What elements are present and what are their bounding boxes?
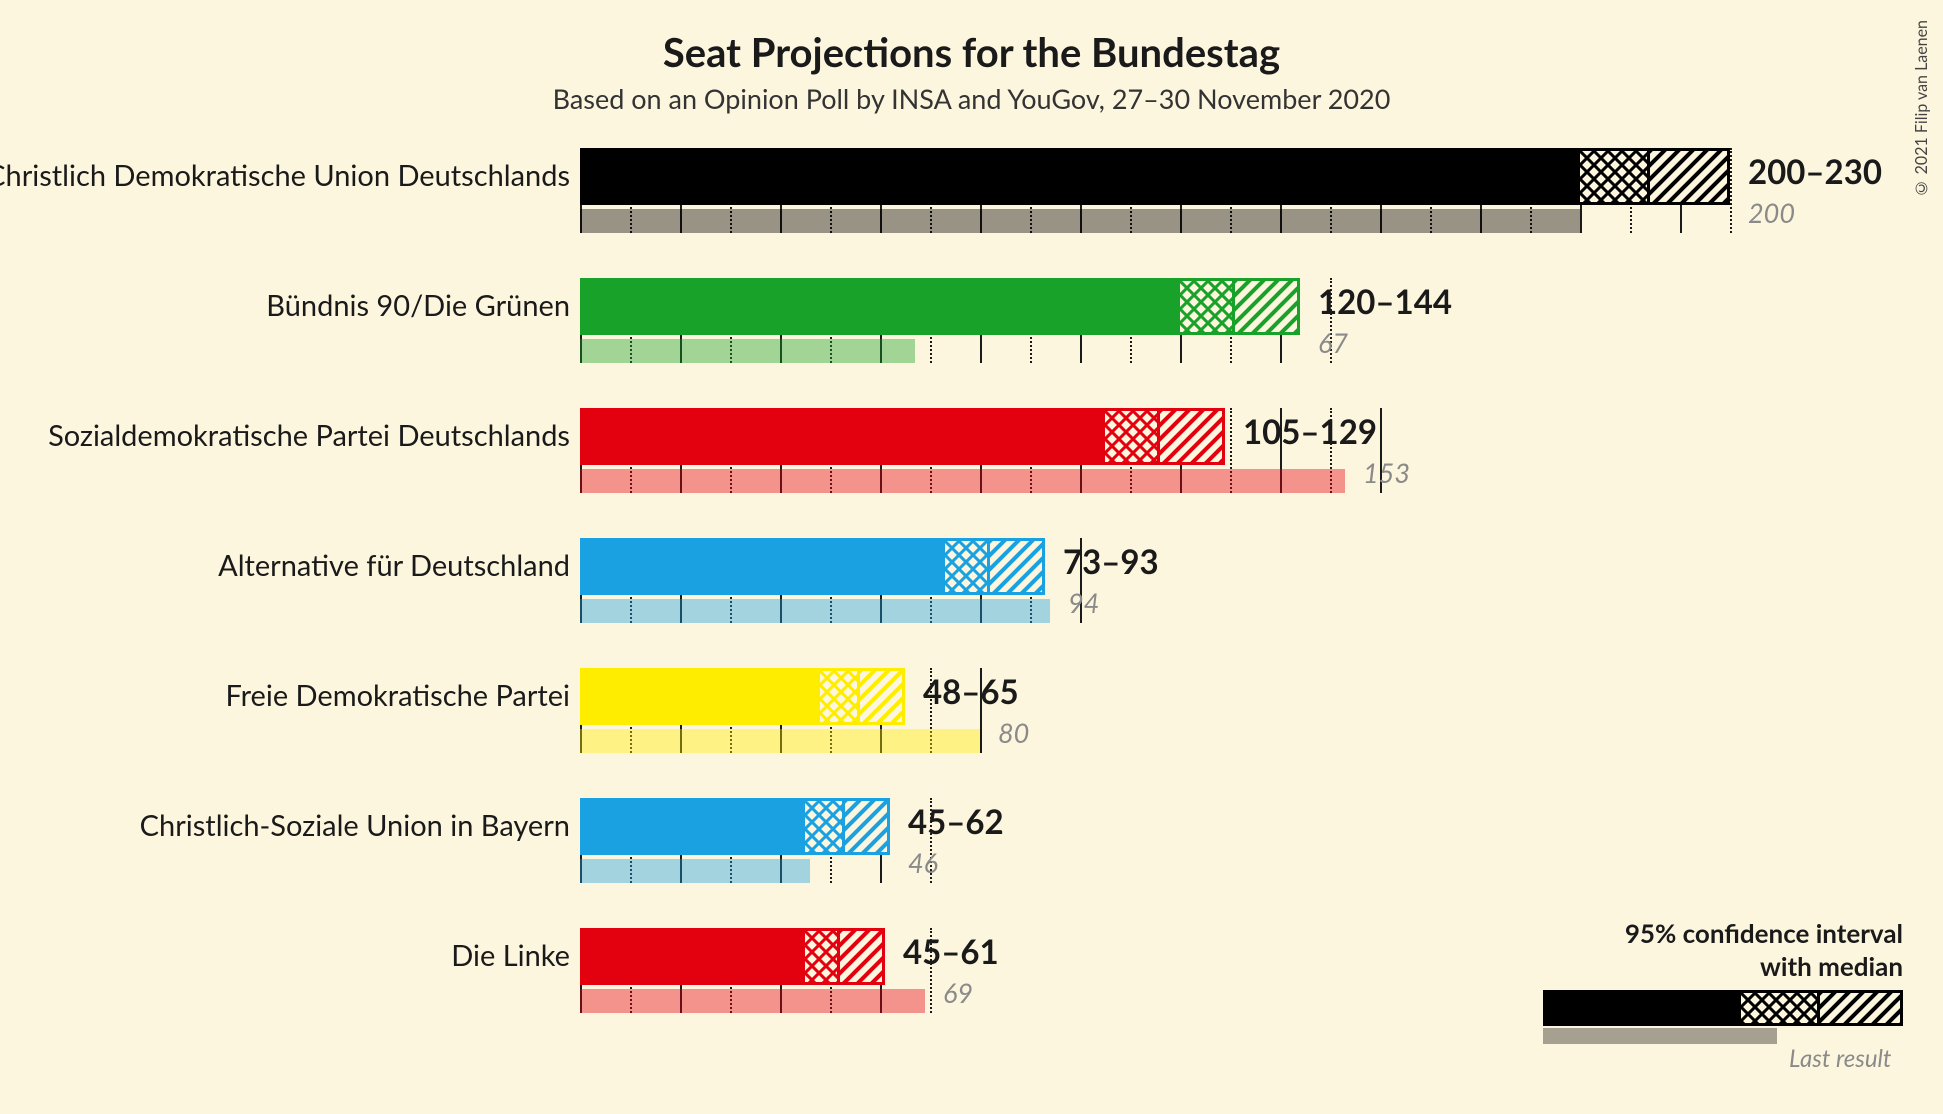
range-label: 73–93 bbox=[1063, 542, 1159, 582]
range-label: 105–129 bbox=[1243, 412, 1377, 452]
bar-diagonal-hatch bbox=[845, 798, 890, 855]
bar-diagonal-hatch bbox=[1650, 148, 1730, 205]
last-result-label: 94 bbox=[1068, 586, 1099, 619]
last-result-label: 200 bbox=[1748, 196, 1795, 229]
party-name: Freie Demokratische Partei bbox=[225, 678, 570, 713]
chart-title: Seat Projections for the Bundestag bbox=[0, 0, 1943, 76]
bar-cross-hatch bbox=[805, 928, 840, 985]
legend-title: 95% confidence interval with median bbox=[1483, 917, 1903, 982]
bar-solid bbox=[580, 148, 1580, 205]
party-name: Die Linke bbox=[451, 938, 570, 973]
bar-last-result bbox=[580, 339, 915, 363]
bar-diagonal-hatch bbox=[840, 928, 885, 985]
bar-diagonal-hatch bbox=[990, 538, 1045, 595]
bar-cross-hatch bbox=[945, 538, 990, 595]
party-row: Alternative für Deutschland 73–93 94 bbox=[60, 530, 1880, 640]
party-row: Christlich-Soziale Union in Bayern45–624… bbox=[60, 790, 1880, 900]
last-result-label: 67 bbox=[1318, 326, 1348, 359]
range-label: 48–65 bbox=[923, 672, 1019, 712]
chart-area: Christlich Demokratische Union Deutschla… bbox=[60, 140, 1880, 1050]
bar-cross-hatch bbox=[1580, 148, 1650, 205]
last-result-label: 46 bbox=[908, 846, 938, 879]
bar-solid bbox=[580, 408, 1105, 465]
range-label: 120–144 bbox=[1318, 282, 1452, 322]
last-result-label: 153 bbox=[1363, 456, 1410, 489]
party-name: Sozialdemokratische Partei Deutschlands bbox=[48, 418, 570, 453]
bar-solid bbox=[580, 798, 805, 855]
bar-last-result bbox=[580, 599, 1050, 623]
bar-cross-hatch bbox=[820, 668, 860, 725]
range-label: 200–230 bbox=[1748, 152, 1882, 192]
legend-bar-cross-hatch bbox=[1741, 990, 1820, 1026]
party-plot: 105–129 153 bbox=[580, 400, 1780, 510]
legend-bar: Last result bbox=[1543, 990, 1903, 1054]
chart-subtitle: Based on an Opinion Poll by INSA and You… bbox=[0, 82, 1943, 115]
range-label: 45–62 bbox=[908, 802, 1004, 842]
bar-last-result bbox=[580, 469, 1345, 493]
bar-cross-hatch bbox=[805, 798, 845, 855]
bar-diagonal-hatch bbox=[1235, 278, 1300, 335]
bar-solid bbox=[580, 538, 945, 595]
bar-solid bbox=[580, 928, 805, 985]
bar-cross-hatch bbox=[1105, 408, 1160, 465]
party-row: Bündnis 90/Die Grünen 120–144 67 bbox=[60, 270, 1880, 380]
party-plot: 73–93 94 bbox=[580, 530, 1780, 640]
bar-last-result bbox=[580, 729, 980, 753]
party-name: Christlich-Soziale Union in Bayern bbox=[140, 808, 570, 843]
legend-title-line2: with median bbox=[1760, 950, 1903, 982]
bar-last-result bbox=[580, 209, 1580, 233]
party-name: Alternative für Deutschland bbox=[218, 548, 570, 583]
bar-diagonal-hatch bbox=[1160, 408, 1225, 465]
copyright-notice: © 2021 Filip van Laenen bbox=[1912, 20, 1931, 197]
range-label: 45–61 bbox=[903, 932, 999, 972]
party-plot: 48–65 80 bbox=[580, 660, 1780, 770]
gridline-minor bbox=[1730, 148, 1732, 233]
party-row: Freie Demokratische Partei 48–65 80 bbox=[60, 660, 1880, 770]
bar-diagonal-hatch bbox=[860, 668, 905, 725]
legend-bar-solid bbox=[1543, 990, 1741, 1026]
legend-bar-last bbox=[1543, 1028, 1777, 1044]
party-plot: 45–62 46 bbox=[580, 790, 1780, 900]
party-plot: 120–144 67 bbox=[580, 270, 1780, 380]
legend-last-label: Last result bbox=[1789, 1044, 1891, 1073]
bar-last-result bbox=[580, 989, 925, 1013]
party-row: Sozialdemokratische Partei Deutschlands1… bbox=[60, 400, 1880, 510]
legend: 95% confidence interval with median Last… bbox=[1483, 917, 1903, 1054]
bar-cross-hatch bbox=[1180, 278, 1235, 335]
party-plot: 200–230200 bbox=[580, 140, 1780, 250]
bar-solid bbox=[580, 668, 820, 725]
bar-solid bbox=[580, 278, 1180, 335]
legend-title-line1: 95% confidence interval bbox=[1625, 917, 1903, 949]
legend-bar-diagonal-hatch bbox=[1820, 990, 1903, 1026]
party-name: Christlich Demokratische Union Deutschla… bbox=[0, 158, 570, 193]
party-row: Christlich Demokratische Union Deutschla… bbox=[60, 140, 1880, 250]
party-name: Bündnis 90/Die Grünen bbox=[266, 288, 570, 323]
last-result-label: 80 bbox=[998, 716, 1029, 749]
last-result-label: 69 bbox=[943, 976, 973, 1009]
bar-last-result bbox=[580, 859, 810, 883]
